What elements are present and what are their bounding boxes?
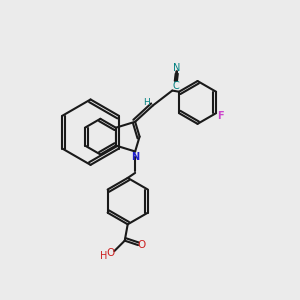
Text: H: H <box>100 250 108 260</box>
Text: F: F <box>217 111 224 121</box>
Text: O: O <box>106 248 114 257</box>
Text: H: H <box>143 98 150 107</box>
Text: N: N <box>173 63 180 73</box>
Text: N: N <box>131 152 139 162</box>
Text: C: C <box>172 81 179 91</box>
Text: O: O <box>138 240 146 250</box>
